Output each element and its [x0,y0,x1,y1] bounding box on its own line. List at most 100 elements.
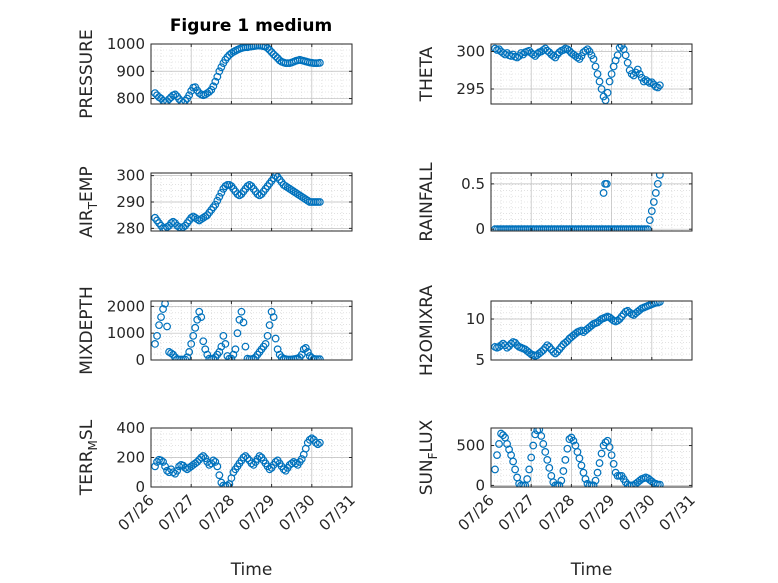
data-point [197,215,206,224]
y-tick-label: 500 [456,437,485,455]
x-tick-label: 07/30 [615,491,658,534]
data-point [545,342,554,351]
data-point [179,98,188,104]
data-point [557,342,566,351]
data-point [177,224,186,231]
data-point [289,187,298,196]
data-point [617,44,626,50]
data-point [271,52,280,61]
data-point [601,438,610,447]
x-tick-label: 07/28 [195,491,238,534]
data-point [627,70,636,78]
x-axis-label: Time [570,560,613,580]
y-axis-label: RAINFALL [417,162,437,242]
data-point [271,173,280,180]
data-point [287,186,296,195]
series-markers [491,428,664,487]
data-point [495,440,503,448]
series-markers [151,173,324,231]
data-point [491,44,499,53]
data-point [533,428,542,435]
y-tick-label: 280 [116,219,145,237]
data-point [649,198,658,206]
data-point [195,216,204,225]
data-point [555,48,564,57]
data-point [151,340,159,348]
data-point [589,481,598,487]
data-point [555,345,564,354]
data-point [611,56,620,65]
data-point [581,475,590,483]
data-point [643,77,652,86]
data-point [655,81,664,90]
data-point [623,58,632,67]
data-point [295,191,304,200]
data-point [653,301,662,307]
y-tick-label: 300 [456,43,485,61]
axes-box [490,43,693,105]
y-tick-label: 800 [116,90,145,108]
data-point [603,88,612,97]
data-point [241,452,250,460]
data-point [557,476,566,485]
data-point [181,355,190,360]
data-point [591,476,600,485]
axes-box [490,300,693,361]
data-point [197,313,206,321]
data-point [575,454,584,463]
data-point [247,459,256,468]
data-point [153,331,161,340]
data-point [647,207,656,215]
y-tick-label: 5 [475,351,485,369]
data-point [635,306,644,314]
data-point [315,438,324,447]
data-point [491,465,499,474]
data-point [221,340,230,348]
data-point [215,471,224,480]
figure-title: Figure 1 medium [170,16,332,36]
data-point [587,321,596,330]
data-point [585,47,594,56]
data-point [549,52,558,60]
data-point [215,192,224,201]
x-tick-label: 07/31 [316,491,359,534]
axes-box [150,300,353,361]
data-point [181,96,190,104]
data-point [233,329,242,338]
data-point [307,434,316,443]
data-point [503,343,511,352]
data-point [497,429,505,438]
data-point [197,453,206,462]
data-point [645,216,654,225]
data-point [305,435,314,444]
data-point [607,70,616,78]
data-point [263,331,272,340]
data-point [602,179,611,188]
data-point [173,466,182,475]
data-point [543,341,552,350]
data-point [505,342,513,350]
y-tick-label: 290 [116,193,145,211]
data-point [291,188,300,197]
data-point [243,454,252,463]
data-point [185,91,194,100]
subplot-mixdepth: 0 1000 2000 MIXDEPTH [77,286,353,375]
data-point [231,345,240,354]
data-point [593,468,602,477]
data-point [299,194,308,202]
y-tick-label: 0 [135,478,145,496]
data-point [513,53,522,62]
data-point [551,349,560,358]
data-point [155,321,163,330]
data-point [283,183,292,192]
data-point [605,443,614,452]
data-point [217,63,226,72]
data-point [265,46,274,54]
data-point [561,455,570,464]
data-point [169,468,178,477]
data-point [217,188,226,197]
data-point [209,354,218,360]
data-point [533,49,542,58]
data-point [651,479,660,487]
data-point [241,342,250,351]
